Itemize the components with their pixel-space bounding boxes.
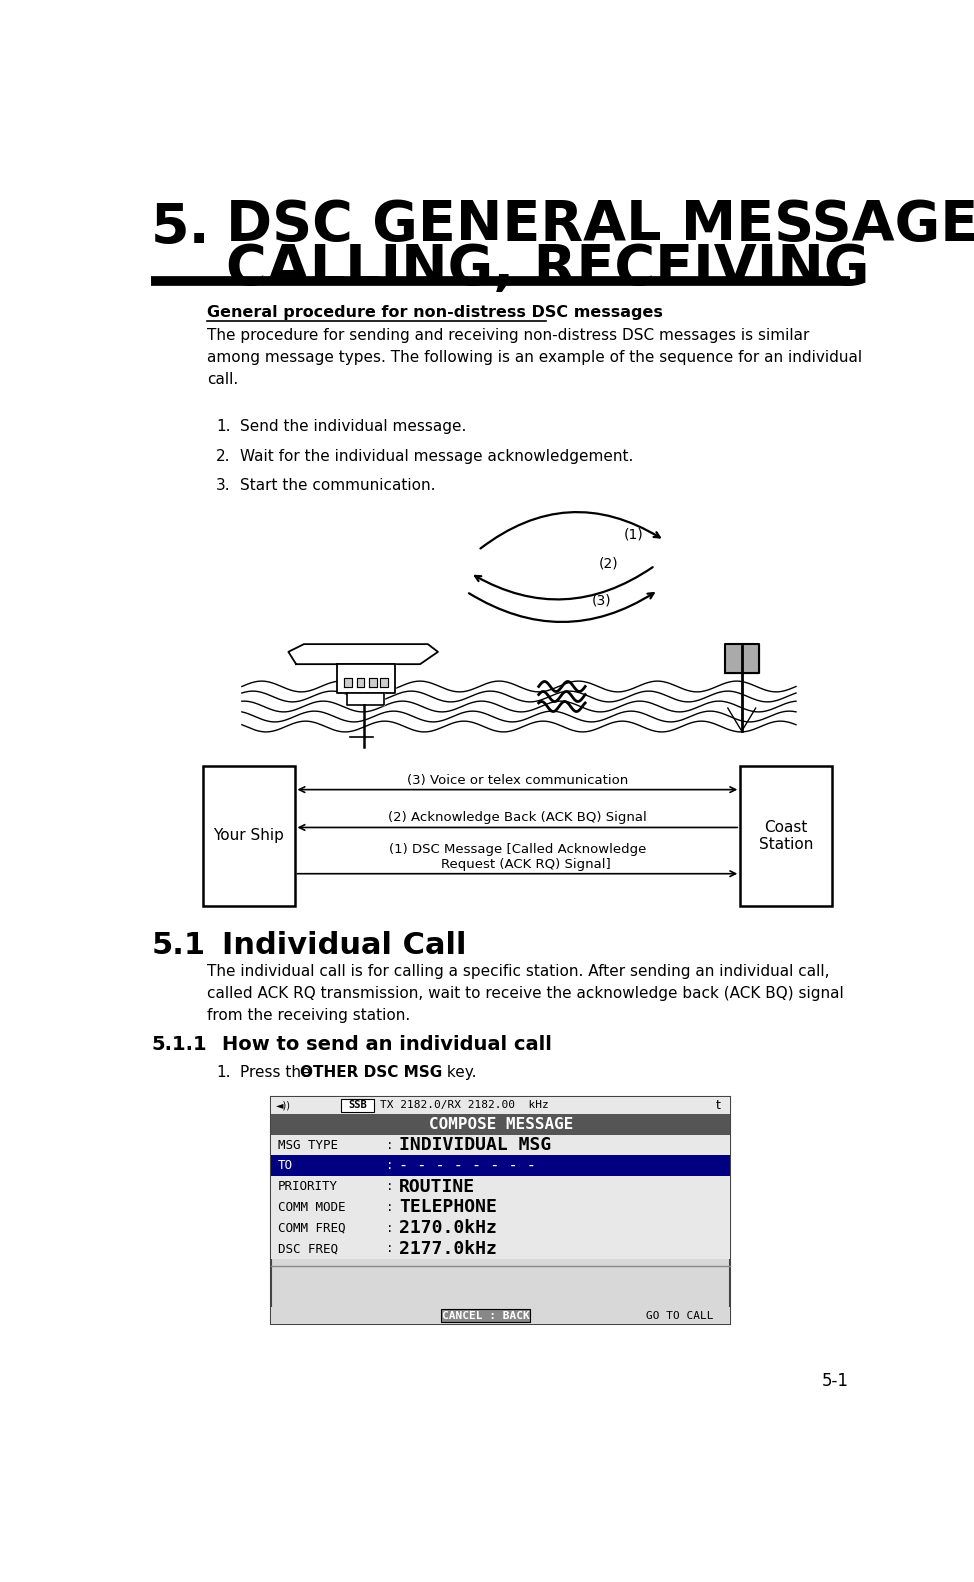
Polygon shape <box>369 679 377 687</box>
Text: Your Ship: Your Ship <box>213 829 284 843</box>
Text: 2177.0kHz: 2177.0kHz <box>399 1240 497 1258</box>
Text: General procedure for non-distress DSC messages: General procedure for non-distress DSC m… <box>207 305 663 320</box>
Text: TO: TO <box>278 1160 292 1172</box>
Text: (3) Voice or telex communication: (3) Voice or telex communication <box>407 774 628 786</box>
Text: (2): (2) <box>598 557 618 571</box>
Bar <box>204 766 294 906</box>
Bar <box>272 1239 730 1259</box>
Text: :: : <box>386 1242 393 1256</box>
Text: COMM FREQ: COMM FREQ <box>278 1221 345 1234</box>
Text: PRIORITY: PRIORITY <box>278 1180 338 1193</box>
Text: (1): (1) <box>624 527 644 541</box>
Bar <box>272 1134 730 1155</box>
Bar <box>272 1307 730 1324</box>
Text: - - - - - - - -: - - - - - - - - <box>399 1158 536 1174</box>
Text: :: : <box>386 1221 393 1234</box>
Polygon shape <box>347 693 384 706</box>
Text: The individual call is for calling a specific station. After sending an individu: The individual call is for calling a spe… <box>207 965 843 1022</box>
Text: key.: key. <box>442 1065 476 1079</box>
Text: Wait for the individual message acknowledgement.: Wait for the individual message acknowle… <box>240 449 633 464</box>
Text: :: : <box>386 1139 393 1152</box>
Text: COMPOSE MESSAGE: COMPOSE MESSAGE <box>429 1117 573 1131</box>
Text: OTHER DSC MSG: OTHER DSC MSG <box>300 1065 442 1079</box>
Bar <box>272 1198 730 1218</box>
Bar <box>272 1096 730 1114</box>
Polygon shape <box>725 644 759 674</box>
Text: GO TO CALL: GO TO CALL <box>646 1310 714 1321</box>
Bar <box>272 1218 730 1239</box>
Text: The procedure for sending and receiving non-distress DSC messages is similar
amo: The procedure for sending and receiving … <box>207 329 862 386</box>
Bar <box>272 1175 730 1198</box>
Bar <box>272 1114 730 1134</box>
Text: t: t <box>716 1099 721 1112</box>
Text: ROUTINE: ROUTINE <box>399 1177 475 1196</box>
Text: DSC GENERAL MESSAGE: DSC GENERAL MESSAGE <box>226 198 974 252</box>
Text: 5.: 5. <box>151 201 210 255</box>
Text: COMM MODE: COMM MODE <box>278 1201 345 1213</box>
Text: 1.: 1. <box>216 419 231 435</box>
Text: CALLING, RECEIVING: CALLING, RECEIVING <box>226 242 870 296</box>
Polygon shape <box>288 644 438 664</box>
Bar <box>341 1099 374 1112</box>
Text: :: : <box>386 1160 393 1172</box>
Text: Press the: Press the <box>240 1065 315 1079</box>
Text: ◄)): ◄)) <box>276 1101 291 1111</box>
Polygon shape <box>356 679 364 687</box>
Text: MSG TYPE: MSG TYPE <box>278 1139 338 1152</box>
Text: DSC FREQ: DSC FREQ <box>278 1242 338 1256</box>
Text: Send the individual message.: Send the individual message. <box>240 419 466 435</box>
Polygon shape <box>337 664 395 693</box>
Text: CANCEL : BACK: CANCEL : BACK <box>442 1310 530 1321</box>
Text: How to send an individual call: How to send an individual call <box>222 1035 552 1054</box>
Polygon shape <box>380 679 388 687</box>
Text: :: : <box>386 1180 393 1193</box>
Text: TELEPHONE: TELEPHONE <box>399 1199 497 1217</box>
Text: (1) DSC Message [Called Acknowledge
    Request (ACK RQ) Signal]: (1) DSC Message [Called Acknowledge Requ… <box>389 843 646 870</box>
Text: 5.1: 5.1 <box>151 930 206 960</box>
Text: :: : <box>386 1201 393 1213</box>
Text: INDIVIDUAL MSG: INDIVIDUAL MSG <box>399 1136 551 1153</box>
Bar <box>441 1310 530 1321</box>
Text: 2170.0kHz: 2170.0kHz <box>399 1220 497 1237</box>
Text: Coast
Station: Coast Station <box>759 819 813 853</box>
Text: 5-1: 5-1 <box>822 1372 848 1389</box>
Bar <box>272 1096 730 1324</box>
Bar <box>272 1155 730 1175</box>
Text: Individual Call: Individual Call <box>222 930 467 960</box>
Text: 5.1.1: 5.1.1 <box>151 1035 206 1054</box>
Polygon shape <box>344 679 352 687</box>
Bar <box>740 766 832 906</box>
Text: Start the communication.: Start the communication. <box>240 478 435 494</box>
Text: (3): (3) <box>592 593 612 607</box>
Text: 2.: 2. <box>216 449 231 464</box>
Text: 1.: 1. <box>216 1065 231 1079</box>
Text: TX 2182.0/RX 2182.00  kHz: TX 2182.0/RX 2182.00 kHz <box>380 1101 548 1111</box>
Text: SSB: SSB <box>348 1101 367 1111</box>
Text: 3.: 3. <box>216 478 231 494</box>
Text: (2) Acknowledge Back (ACK BQ) Signal: (2) Acknowledge Back (ACK BQ) Signal <box>388 812 647 824</box>
